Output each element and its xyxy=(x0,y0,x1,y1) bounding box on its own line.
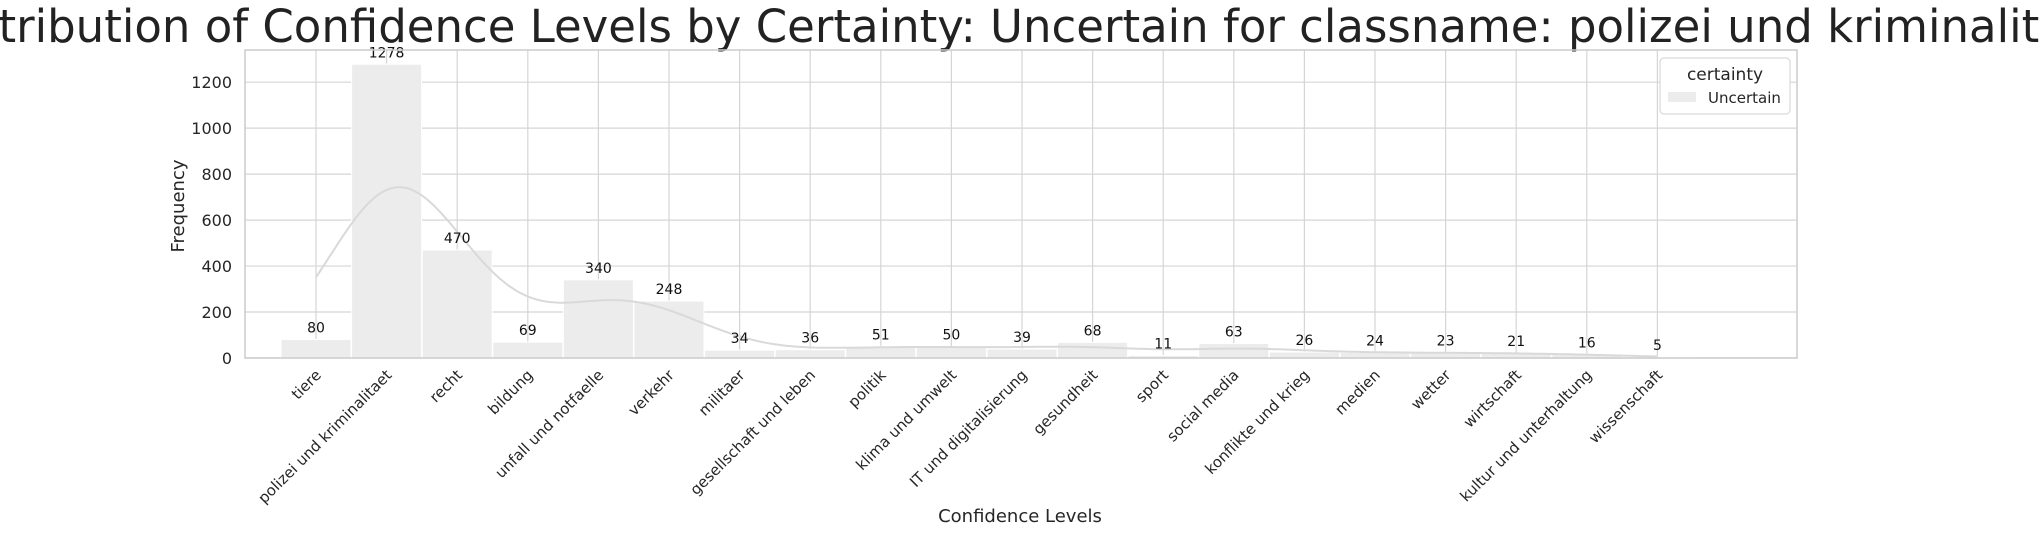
bar xyxy=(915,346,987,359)
x-tick-label: social media xyxy=(1163,366,1242,445)
bar xyxy=(351,63,423,359)
legend-label: Uncertain xyxy=(1708,89,1781,107)
bar-value-label: 39 xyxy=(1013,330,1031,346)
bar-value-label: 63 xyxy=(1225,325,1243,341)
bar-value-label: 16 xyxy=(1578,335,1596,351)
bar-value-label: 5 xyxy=(1653,338,1662,354)
bar-value-label: 51 xyxy=(872,327,890,343)
x-tick-label: recht xyxy=(426,366,466,406)
x-tick-label: wirtschaft xyxy=(1460,366,1525,431)
y-axis-label: Frequency xyxy=(168,159,189,252)
y-tick-label: 1200 xyxy=(191,73,232,92)
bar xyxy=(280,339,352,359)
bar xyxy=(421,249,493,359)
legend-swatch xyxy=(1668,92,1696,102)
x-tick-label: gesundheit xyxy=(1029,366,1101,438)
bar-value-label: 23 xyxy=(1437,334,1455,350)
y-tick-label: 1000 xyxy=(191,119,232,138)
plot-frame xyxy=(244,49,1798,359)
bar xyxy=(492,341,564,359)
bar-value-label: 80 xyxy=(307,321,325,337)
x-tick-label: wetter xyxy=(1407,366,1455,414)
bar-labels: 80 1278 470 69 340 248 34 36 51 50 39 68 11 63 26 24 23 2… xyxy=(307,45,1662,354)
x-tick-label: sport xyxy=(1132,366,1172,406)
bar-value-label: 470 xyxy=(444,231,471,247)
bar-value-label: 248 xyxy=(656,282,683,298)
grid-lines xyxy=(245,50,1797,359)
y-tick-label: 400 xyxy=(201,257,232,276)
bar-value-label: 34 xyxy=(731,331,749,347)
bar-value-label: 21 xyxy=(1507,334,1525,350)
bar xyxy=(774,349,846,359)
x-tick-label: polizei und kriminalitaet xyxy=(254,366,395,507)
x-axis-label: Confidence Levels xyxy=(938,506,1102,527)
x-tick-label: verkehr xyxy=(625,366,679,420)
bar-value-label: 11 xyxy=(1154,336,1172,352)
bar-value-label: 340 xyxy=(585,261,612,277)
bar-value-label: 69 xyxy=(519,323,537,339)
x-tick-label: politik xyxy=(845,366,890,411)
x-tick-label: militaer xyxy=(695,366,749,420)
bar xyxy=(704,349,776,359)
bar-value-label: 50 xyxy=(942,328,960,344)
y-tick-label: 800 xyxy=(201,165,232,184)
x-tick-label: tiere xyxy=(288,366,325,403)
bar xyxy=(1198,343,1270,359)
bar-value-label: 68 xyxy=(1084,323,1102,339)
bar xyxy=(1268,351,1340,359)
bar xyxy=(1057,341,1129,359)
y-tick-label: 200 xyxy=(201,303,232,322)
bar xyxy=(562,279,634,359)
bar-value-label: 26 xyxy=(1295,333,1313,349)
x-tick-label: wissenschaft xyxy=(1585,366,1666,447)
x-tick-label: kultur und unterhaltung xyxy=(1456,366,1595,505)
x-tick-label: gesellschaft und leben xyxy=(686,366,819,499)
kde-curve xyxy=(315,186,1658,358)
bar-value-label: 36 xyxy=(801,331,819,347)
bars xyxy=(280,63,1693,359)
legend: certainty Uncertain xyxy=(1659,57,1791,115)
y-tick-label: 600 xyxy=(201,211,232,230)
bar xyxy=(986,348,1058,359)
x-tick-label: bildung xyxy=(484,366,536,418)
bar-value-label: 24 xyxy=(1366,333,1384,349)
legend-title: certainty xyxy=(1687,65,1763,85)
x-tick-label: medien xyxy=(1331,366,1384,419)
x-tick-label: IT und digitalisierung xyxy=(906,366,1031,491)
bar-value-label: 1278 xyxy=(369,45,405,61)
y-tick-label: 0 xyxy=(222,349,232,368)
chart-title: Distribution of Confidence Levels by Cer… xyxy=(0,0,2040,53)
y-ticks: 0 200 400 600 800 1000 1200 xyxy=(191,73,232,368)
